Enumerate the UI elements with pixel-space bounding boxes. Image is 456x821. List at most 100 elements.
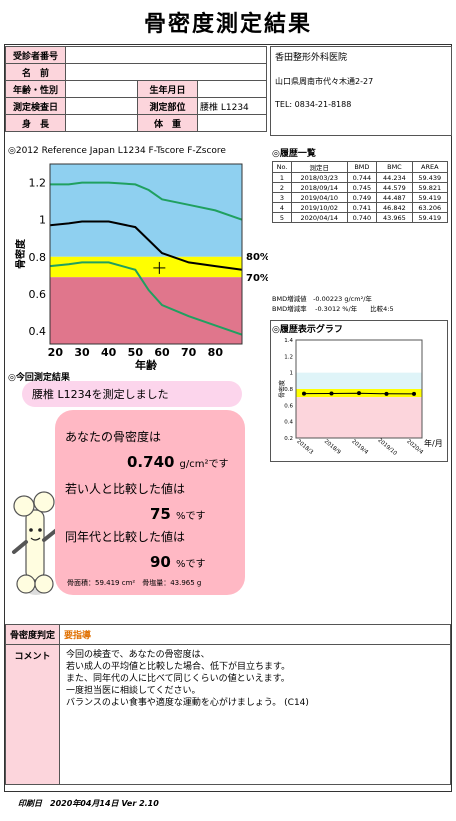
- cell: 59.821: [411, 182, 449, 193]
- cell: 0.741: [346, 202, 378, 213]
- col-bmd: BMD: [346, 161, 378, 173]
- hist-normal-zone: [296, 372, 422, 389]
- x-tick-label: 30: [74, 346, 90, 359]
- hist-x-tick: 2018/9: [323, 439, 342, 456]
- judgement-label: 骨密度判定: [5, 624, 60, 645]
- clinic-name: 香田整形外科医院: [275, 53, 348, 63]
- y-tick-label: 1: [39, 214, 46, 227]
- hist-point: [384, 391, 389, 396]
- x-tick-label: 20: [48, 346, 64, 359]
- exam-date-value: [65, 97, 138, 115]
- reference-chart: 0.4 0.6 0.8 1 1.2 20 30 40 50 60 70 80 年齢 骨密度 80% 70%: [14, 163, 268, 370]
- y-tick-label: 0.6: [29, 288, 47, 301]
- hist-y-tick: 1: [290, 371, 294, 377]
- cell: 0.745: [346, 182, 378, 193]
- result-box: あなたの骨密度は 0.740 g/cm²です 若い人と比較した値は 75 %です…: [55, 410, 245, 595]
- patient-id-value: [65, 46, 267, 64]
- x-tick-label: 50: [128, 346, 144, 359]
- cell: 1: [272, 172, 292, 183]
- print-date: 印刷日 2020年04月14日 Ver 2.10: [18, 799, 159, 808]
- history-header-row: No. 測定日 BMD BMC AREA: [272, 161, 449, 173]
- bmd-change-value: BMD増減値 -0.00223 g/cm²/年: [272, 295, 372, 303]
- table-row: 5 2020/04/14 0.740 43.965 59.419: [272, 212, 449, 223]
- hist-y-tick: 1.2: [284, 354, 293, 360]
- comment-text: 今回の検査で、あなたの骨密度は、 若い成人の平均値と比較した場合、低下が目立ちま…: [59, 644, 451, 785]
- name-value: [65, 63, 267, 81]
- cell: 2018/09/14: [290, 182, 348, 193]
- height-label: 身 長: [5, 114, 66, 132]
- cell: 0.740: [346, 212, 378, 223]
- hist-x-tick: 2019/10: [376, 438, 398, 458]
- comment-line: 一度担当医に相談してください。: [66, 686, 201, 696]
- hist-low-zone: [296, 397, 422, 438]
- x-tick-label: 40: [101, 346, 117, 359]
- cell: 59.419: [411, 212, 449, 223]
- area-mineral-text: 骨面積：59.419 cm² 骨塩量：43.965 g: [67, 579, 202, 587]
- history-table: No. 測定日 BMD BMC AREA 1 2018/03/23 0.744 44.…: [272, 161, 449, 223]
- chart-low-zone: [50, 277, 242, 344]
- series-line-0: [50, 181, 243, 221]
- comment-label: コメント: [5, 644, 60, 785]
- site-value: 腰椎 L1234: [197, 97, 267, 115]
- birth-label: 生年月日: [137, 80, 198, 98]
- yam-line: 75 %です: [150, 504, 205, 523]
- y-tick-label: 1.2: [29, 177, 47, 190]
- bmd-stats: BMD増減値 -0.00223 g/cm²/年 BMD増減率 -0.3012 %…: [272, 294, 394, 314]
- history-chart: 0.2 0.4 0.6 0.8 1 1.2 1.4 2018/3 2018/9 2019/4 201…: [278, 338, 443, 458]
- y-tick-label: 0.4: [29, 325, 47, 338]
- y-axis-label: 骨密度: [14, 238, 27, 269]
- judgement-table: 骨密度判定 要指導 コメント 今回の検査で、あなたの骨密度は、 若い成人の平均値…: [5, 624, 451, 785]
- clinic-tel: TEL: 0834-21-8188: [275, 100, 352, 109]
- hist-x-tick: 2019/4: [350, 439, 369, 456]
- clinic-address: 山口県周南市代々木通2-27: [275, 77, 374, 86]
- x-tick-label: 80: [208, 346, 224, 359]
- patient-id-label: 受診者番号: [5, 46, 66, 64]
- history-graph-box: [270, 320, 448, 462]
- age-unit: %です: [175, 559, 206, 570]
- col-bmc: BMC: [376, 161, 413, 173]
- hist-point: [329, 391, 334, 396]
- yam-intro: 若い人と比較した値は: [65, 482, 186, 496]
- cell: 2018/03/23: [290, 172, 348, 183]
- comment-line: また、同年代の人に比べて同じくらいの値といえます。: [66, 674, 290, 684]
- hist-y-tick: 0.6: [284, 403, 293, 409]
- judgement-value: 要指導: [59, 624, 451, 645]
- col-area: AREA: [411, 161, 449, 173]
- col-no: No.: [272, 161, 292, 173]
- cell: 0.749: [346, 192, 378, 203]
- cell: 2: [272, 182, 292, 193]
- comment-line: バランスのよい食事や適度な運動を心がけましょう。 (C14): [66, 698, 309, 708]
- hist-x-tick: 2020/4: [405, 439, 424, 456]
- table-row: 4 2019/10/02 0.741 46.842 63.206: [272, 202, 449, 213]
- hist-point: [412, 391, 416, 396]
- pct-70-label: 70%: [246, 273, 268, 284]
- reference-chart-caption: ◎2012 Reference Japan L1234 F-Tscore F-Z…: [8, 146, 226, 156]
- cell: 43.965: [376, 212, 413, 223]
- page-title: 骨密度測定結果: [143, 12, 312, 37]
- age-intro: 同年代と比較した値は: [65, 530, 186, 544]
- cell: 63.206: [411, 202, 449, 213]
- hist-x-tick: 2018/3: [295, 439, 314, 456]
- birth-value: [197, 80, 267, 98]
- name-label: 名 前: [5, 63, 66, 81]
- bmd-intro: あなたの骨密度は: [65, 430, 162, 444]
- hist-point: [302, 391, 306, 396]
- yam-value: 75: [150, 505, 171, 523]
- comment-line: 今回の検査で、あなたの骨密度は、: [66, 650, 210, 660]
- hist-y-tick: 0.8: [284, 387, 293, 393]
- table-row: 3 2019/04/10 0.749 44.487 59.419: [272, 192, 449, 203]
- hist-point: [357, 391, 361, 396]
- hist-x-unit: 年/月: [424, 438, 443, 448]
- cell: 44.487: [376, 192, 413, 203]
- series-line-2: [49, 261, 243, 336]
- hist-frame: [295, 339, 423, 439]
- cell: 44.234: [376, 172, 413, 183]
- x-tick-label: 60: [154, 346, 170, 359]
- pct-80-label: 80%: [246, 252, 268, 263]
- plot-frame: [49, 163, 243, 345]
- hist-y-tick: 1.4: [284, 338, 293, 344]
- cell: 2019/10/02: [290, 202, 348, 213]
- cell: 59.419: [411, 192, 449, 203]
- cell: 5: [272, 212, 292, 223]
- x-tick-label: 70: [181, 346, 197, 359]
